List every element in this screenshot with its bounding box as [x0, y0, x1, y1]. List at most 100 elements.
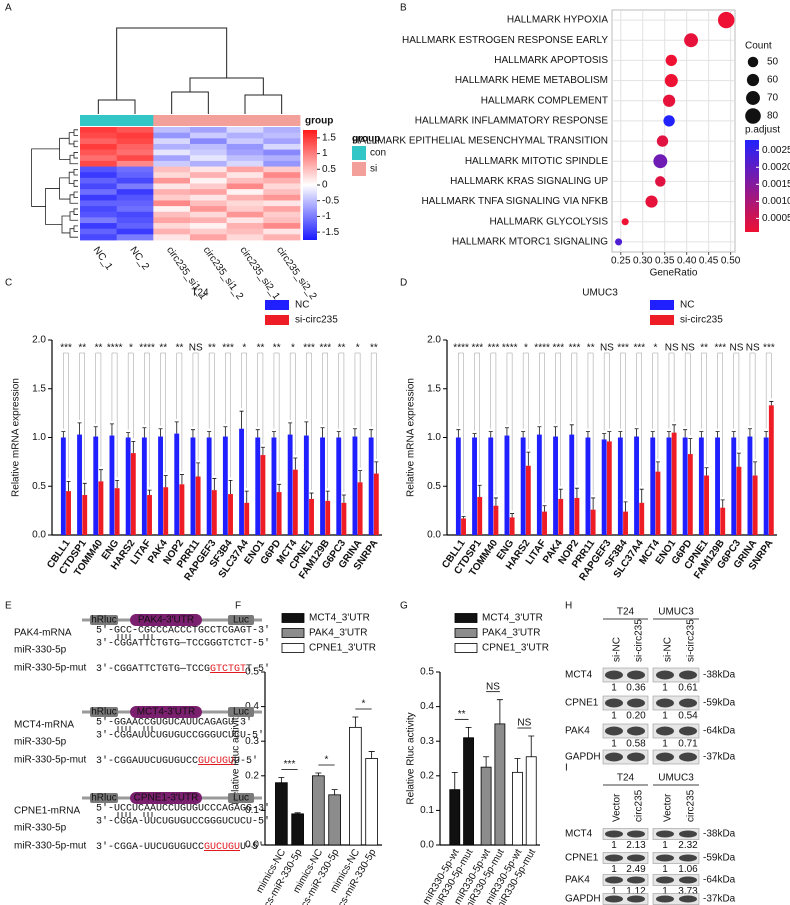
x-tick-label: 0.25: [611, 256, 631, 267]
dendrogram: [73, 225, 78, 232]
heatmap-cell: [190, 217, 228, 224]
heatmap-cell: [190, 223, 228, 230]
significance-label: **: [95, 343, 103, 354]
lane-label: Vector: [663, 793, 674, 822]
heatmap-cell: [116, 217, 154, 224]
category-label: HALLMARK HYPOXIA: [507, 15, 608, 26]
y-tick-label: 0.2: [420, 770, 434, 781]
significance-bracket: [620, 352, 626, 499]
significance-bracket: [257, 352, 264, 445]
blot-band: [656, 854, 674, 862]
blot-band: [656, 895, 674, 903]
significance-bracket: [95, 352, 102, 467]
bar: [715, 437, 720, 535]
significance-label: NS: [517, 718, 531, 729]
heatmap-cell: [116, 138, 154, 145]
blot-band: [627, 876, 645, 884]
ratio-label: 0.54: [678, 711, 698, 722]
utr-label: MCT4-3'UTR: [137, 707, 196, 718]
size-label: -38kDa: [703, 670, 736, 681]
heatmap-cell: [80, 177, 118, 184]
luc-label: Luc: [233, 793, 249, 804]
rluc-label: hRluc: [91, 615, 117, 626]
dendrogram: [59, 177, 70, 200]
ratio-label: 0.61: [678, 683, 698, 694]
error-bar: [255, 429, 260, 438]
bar: [328, 794, 341, 846]
blot-strip: [652, 852, 700, 864]
heatmap-cell: [80, 127, 118, 134]
category-label: HALLMARK MTORC1 SIGNALING: [452, 237, 608, 248]
ratio-label: 1: [662, 711, 668, 722]
bar: [349, 726, 362, 846]
heatmap-cell: [116, 132, 154, 139]
blot-band: [605, 876, 623, 884]
bar: [752, 475, 758, 535]
column-label: NC_2: [127, 245, 151, 273]
mut-sequence-part: 3'-CGGA-UUCUGUGUCC: [96, 841, 204, 853]
significance-label: ***: [60, 343, 72, 354]
heatmap-cell: [80, 155, 118, 162]
significance-bracket: [458, 352, 464, 514]
error-bar: [510, 513, 515, 518]
error-bar: [66, 480, 71, 492]
bar: [525, 465, 531, 535]
protein-label: PAK4: [565, 726, 590, 737]
heatmap-cell: [80, 206, 118, 213]
bar: [287, 434, 293, 535]
y-tick-label: 0.3: [245, 736, 259, 747]
significance-bracket: [539, 352, 545, 503]
ratio-label: 1.12: [626, 886, 646, 897]
error-bar: [352, 428, 357, 437]
bar: [698, 437, 704, 535]
bar: [93, 436, 99, 535]
heatmap-cell: [263, 194, 301, 201]
mirna-label: miR-330-5p: [14, 737, 67, 748]
heatmap-cell: [190, 166, 228, 173]
mirna-sequence: 3'-CGGAUUCUGUGUCCGGGUCUCU-5': [96, 730, 264, 742]
heatmap-cell: [263, 172, 301, 179]
error-bar: [461, 516, 466, 519]
significance-label: *: [654, 343, 658, 354]
y-axis-title: Relative mRNA expression: [406, 378, 417, 497]
heatmap-cell: [226, 160, 264, 167]
bar: [239, 428, 244, 535]
mrna-sequence: 5'-GGAACCGUGUCAUUCAGAGU-3': [96, 717, 252, 729]
heatmap-cell: [263, 138, 301, 145]
blot-strip: [602, 828, 649, 840]
bar: [341, 502, 347, 535]
significance-bracket: [306, 352, 312, 491]
heatmap-cell: [116, 206, 154, 213]
blot-band: [679, 895, 697, 903]
error-bar: [358, 470, 363, 483]
error-bar: [158, 428, 163, 437]
significance-label: ***: [763, 343, 775, 354]
heatmap-cell: [263, 166, 301, 173]
heatmap-cell: [153, 177, 191, 184]
error-bar: [174, 421, 179, 434]
heatmap-cell: [263, 183, 301, 190]
legend-title: Count: [745, 41, 772, 52]
bar: [574, 497, 580, 535]
legend-label: 60: [767, 75, 779, 86]
heatmap-cell: [226, 206, 264, 213]
error-bar: [368, 751, 375, 759]
bar: [82, 495, 88, 535]
heatmap-cell: [263, 211, 301, 218]
rluc-label: hRluc: [91, 793, 117, 804]
dot: [665, 54, 677, 67]
x-axis-title: GeneRatio: [650, 268, 698, 279]
error-bar: [542, 505, 547, 512]
bar: [336, 437, 342, 535]
error-bar: [569, 424, 574, 435]
error-bar: [456, 429, 461, 438]
heatmap-cell: [153, 234, 191, 241]
error-bar: [558, 488, 563, 499]
error-bar: [179, 474, 184, 485]
bar: [634, 436, 639, 535]
heatmap-cell: [226, 217, 264, 224]
bar: [365, 758, 378, 846]
dot: [656, 135, 669, 147]
significance-label: ***: [488, 343, 500, 354]
legend-label: CPNE1_3'UTR: [482, 643, 549, 654]
